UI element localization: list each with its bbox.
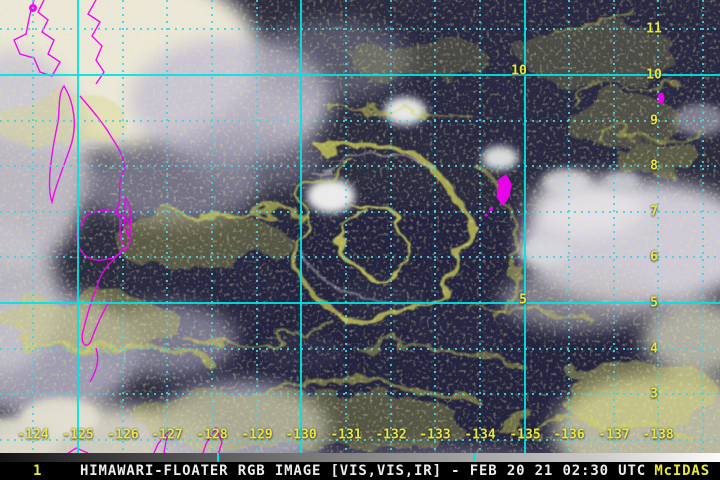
status-bar: 1 HIMAWARI-FLOATER RGB IMAGE [VIS,VIS,IR…	[0, 462, 720, 480]
colorbar-tick	[473, 453, 475, 462]
colorbar-tick	[217, 453, 219, 462]
status-title: HIMAWARI-FLOATER RGB IMAGE [VIS,VIS,IR] …	[80, 463, 647, 479]
grayscale-colorbar	[0, 453, 720, 462]
mcidas-brand: McIDAS	[654, 463, 710, 479]
frame-number: 1	[33, 463, 43, 479]
